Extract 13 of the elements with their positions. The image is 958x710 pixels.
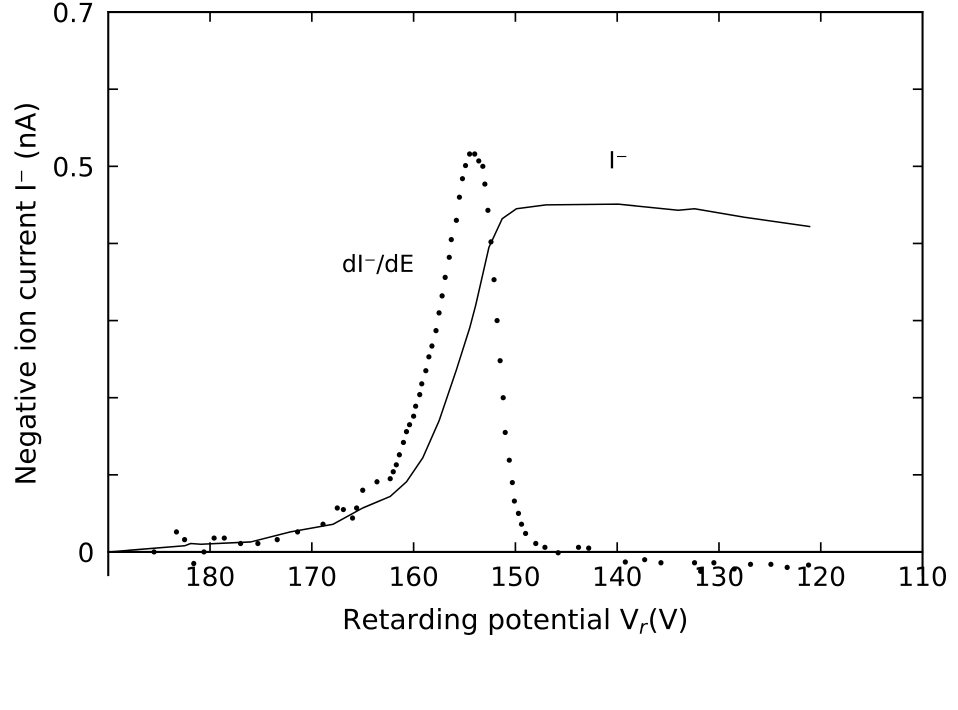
- y-tick-label: 0: [79, 542, 93, 562]
- y-axis-title: Negative ion current I⁻ (nA): [14, 104, 42, 483]
- y-tick-label: 0.5: [54, 156, 92, 177]
- x-tick-label: 140: [594, 566, 641, 586]
- series-label: I⁻: [610, 151, 626, 168]
- x-tick-label: 160: [391, 566, 438, 586]
- x-tick-label: 120: [798, 566, 844, 586]
- y-tick-label: 0.7: [54, 2, 92, 22]
- x-tick-label: 180: [188, 566, 234, 586]
- x-tick-label: 150: [493, 566, 539, 586]
- x-axis-title: Retarding potential V$_{r}$(V): [344, 608, 686, 635]
- series-label: dI⁻/dE: [343, 254, 413, 274]
- x-tick-label: 170: [290, 566, 336, 586]
